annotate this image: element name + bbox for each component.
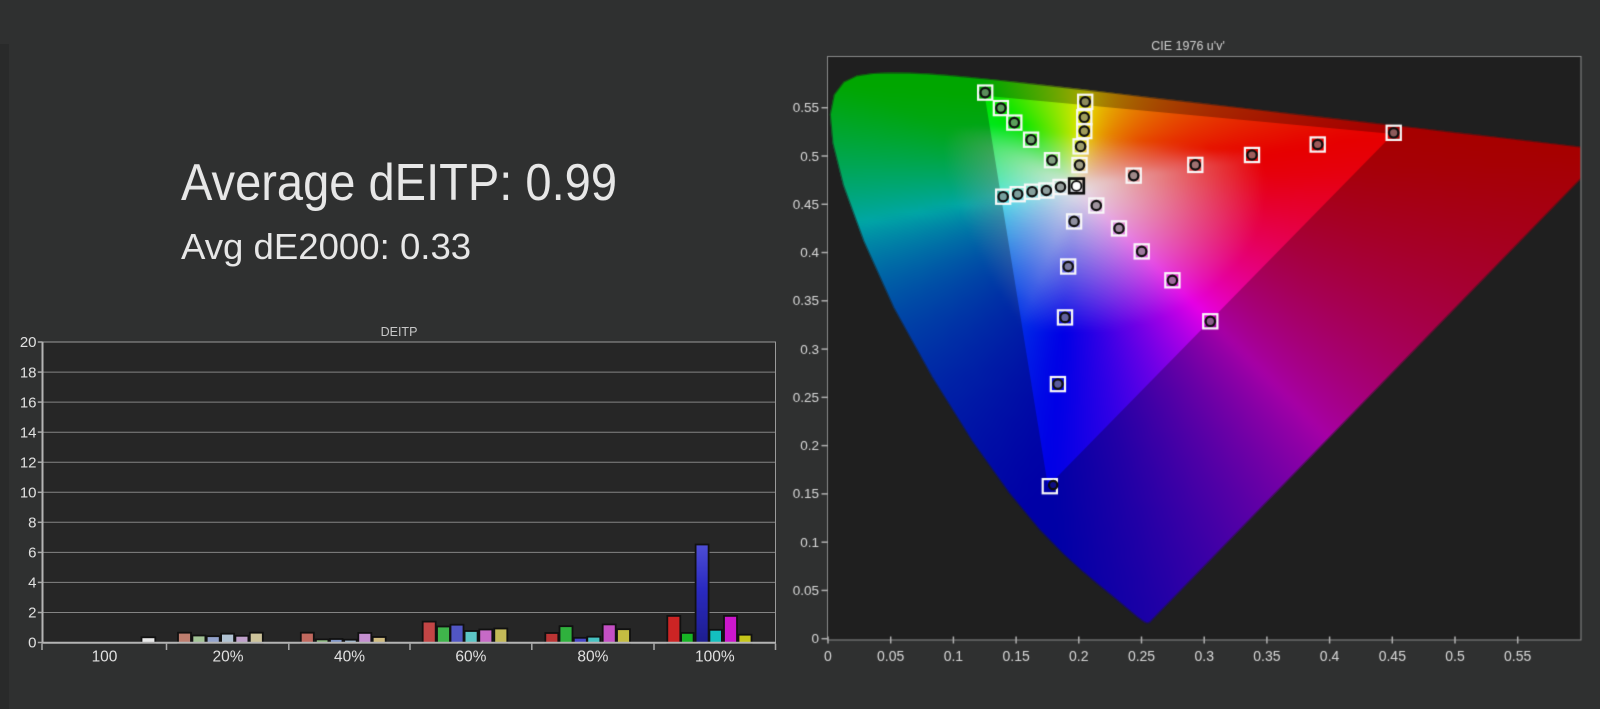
svg-text:4: 4 [28, 575, 36, 592]
svg-text:DEITP: DEITP [381, 325, 418, 339]
svg-text:14: 14 [20, 424, 37, 441]
svg-text:100%: 100% [695, 649, 735, 666]
svg-text:20%: 20% [212, 649, 243, 666]
svg-text:80%: 80% [577, 649, 608, 666]
svg-text:10: 10 [20, 484, 37, 501]
svg-text:8: 8 [28, 515, 36, 532]
svg-text:20: 20 [20, 334, 37, 351]
svg-text:2: 2 [28, 605, 36, 622]
svg-text:0: 0 [28, 635, 36, 652]
svg-text:16: 16 [20, 394, 37, 411]
svg-text:40%: 40% [334, 649, 365, 666]
svg-text:12: 12 [20, 454, 37, 471]
svg-text:60%: 60% [455, 649, 486, 666]
svg-text:18: 18 [20, 364, 37, 381]
svg-text:6: 6 [28, 545, 36, 562]
svg-text:100: 100 [92, 649, 118, 666]
